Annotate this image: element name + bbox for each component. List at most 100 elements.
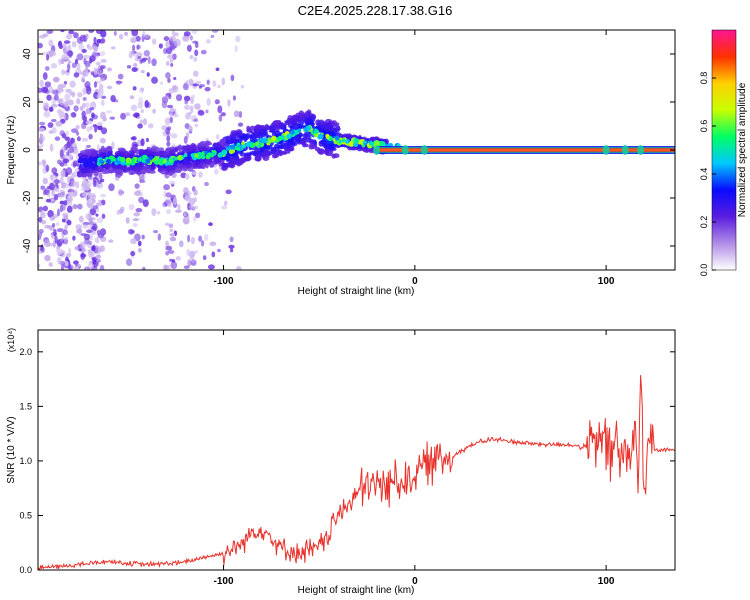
noise-blob [125,258,133,267]
noise-blob [210,34,215,38]
ridge-blob [282,150,288,155]
noise-blob [164,117,171,126]
ridge-blob [122,166,127,173]
noise-blob [110,94,116,103]
noise-blob [78,227,83,236]
noise-blob [71,147,79,155]
ridge-core [267,138,272,143]
noise-blob [163,47,168,55]
ridge-core [183,153,188,158]
noise-blob [200,49,207,55]
noise-blob [187,234,191,243]
noise-blob [188,125,193,132]
noise-blob [183,265,190,270]
noise-blob [120,112,127,120]
noise-blob [167,250,175,255]
noise-blob [204,86,211,92]
noise-blob [49,182,55,191]
noise-blob [151,76,158,84]
ridge-blob [271,153,278,159]
ridge-blob [243,152,252,157]
ridge-blob [244,155,252,162]
noise-blob [140,109,144,114]
ridge-blob [162,151,170,156]
ridge-core [158,158,164,163]
spectrogram-ridge [76,109,408,178]
ridge-blob [318,139,327,145]
noise-blob [77,263,81,268]
noise-blob [66,69,70,73]
ridge-core [286,133,292,139]
centerline-knot [401,145,409,155]
noise-blob [209,241,217,247]
noise-blob [158,43,163,49]
noise-blob [73,260,79,265]
noise-blob [202,255,207,261]
noise-blob [56,208,61,217]
spectrogram-y-ticks: -40 -20 0 20 40 [22,48,675,253]
noise-blob [193,189,198,196]
noise-blob [117,188,124,197]
noise-blob [58,87,64,93]
noise-blob [48,49,54,56]
ridge-blob [174,162,179,167]
ridge-core [159,161,163,166]
noise-blob [72,235,76,241]
noise-blob [73,32,79,39]
ridge-blob [126,167,133,171]
noise-blob [81,115,88,121]
noise-blob [194,250,198,254]
snr-series-line [38,375,675,570]
ridge-core [131,157,136,162]
ridge-blob [289,146,294,152]
ridge-core [254,141,260,147]
ridge-core [100,160,105,165]
x-tick-label: 0 [412,276,418,287]
noise-blob [73,266,80,270]
noise-blob [67,60,72,64]
noise-blob [129,95,135,100]
noise-blob [207,264,215,270]
noise-blob [125,112,131,117]
noise-blob [206,79,210,85]
noise-blob [101,213,106,219]
ridge-core [126,159,131,164]
noise-blob [63,154,68,158]
ridge-core [297,128,302,133]
noise-blob [40,244,44,252]
noise-blob [81,48,87,54]
noise-blob [65,223,69,229]
noise-blob [100,59,107,63]
ridge-blob [274,130,281,136]
noise-blob [237,122,244,127]
ridge-blob [332,153,340,159]
noise-blob [164,222,170,226]
noise-blob [184,195,189,200]
noise-blob [205,109,209,114]
noise-blob [118,33,124,40]
noise-blob [144,100,149,109]
noise-blob [83,57,87,65]
noise-blob [74,58,79,65]
noise-blob [193,216,197,222]
noise-blob [62,229,69,236]
ridge-blob [100,145,105,153]
noise-blob [172,113,179,118]
noise-blob [165,208,171,215]
ridge-blob [173,148,179,153]
noise-blob [170,133,178,139]
noise-blob [221,205,228,210]
noise-blob [194,123,199,128]
noise-blob [95,254,102,260]
ridge-blob [199,147,207,151]
noise-blob [101,95,107,100]
noise-blob [132,217,140,222]
noise-blob [163,36,170,42]
noise-blob [184,173,190,180]
colorbar-tick-label: 0.4 [699,168,709,181]
noise-blob [169,236,177,242]
noise-blob [46,94,52,101]
noise-blob [85,183,90,191]
noise-blob [38,34,46,39]
noise-blob [100,30,107,38]
